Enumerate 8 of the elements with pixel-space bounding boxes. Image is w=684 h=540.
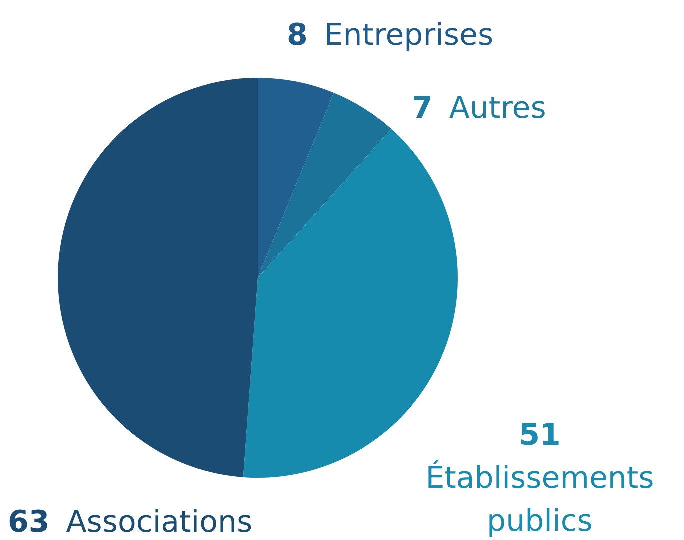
data-label: 51	[519, 418, 561, 453]
slice-label: Entreprises	[324, 18, 494, 53]
data-label: 7	[412, 91, 433, 126]
slice-label: Autres	[449, 91, 546, 126]
data-label: 63	[8, 505, 50, 540]
slice-label: Établissements publics	[426, 460, 654, 539]
data-label: 8	[287, 18, 308, 53]
slice-label: Associations	[66, 505, 253, 540]
